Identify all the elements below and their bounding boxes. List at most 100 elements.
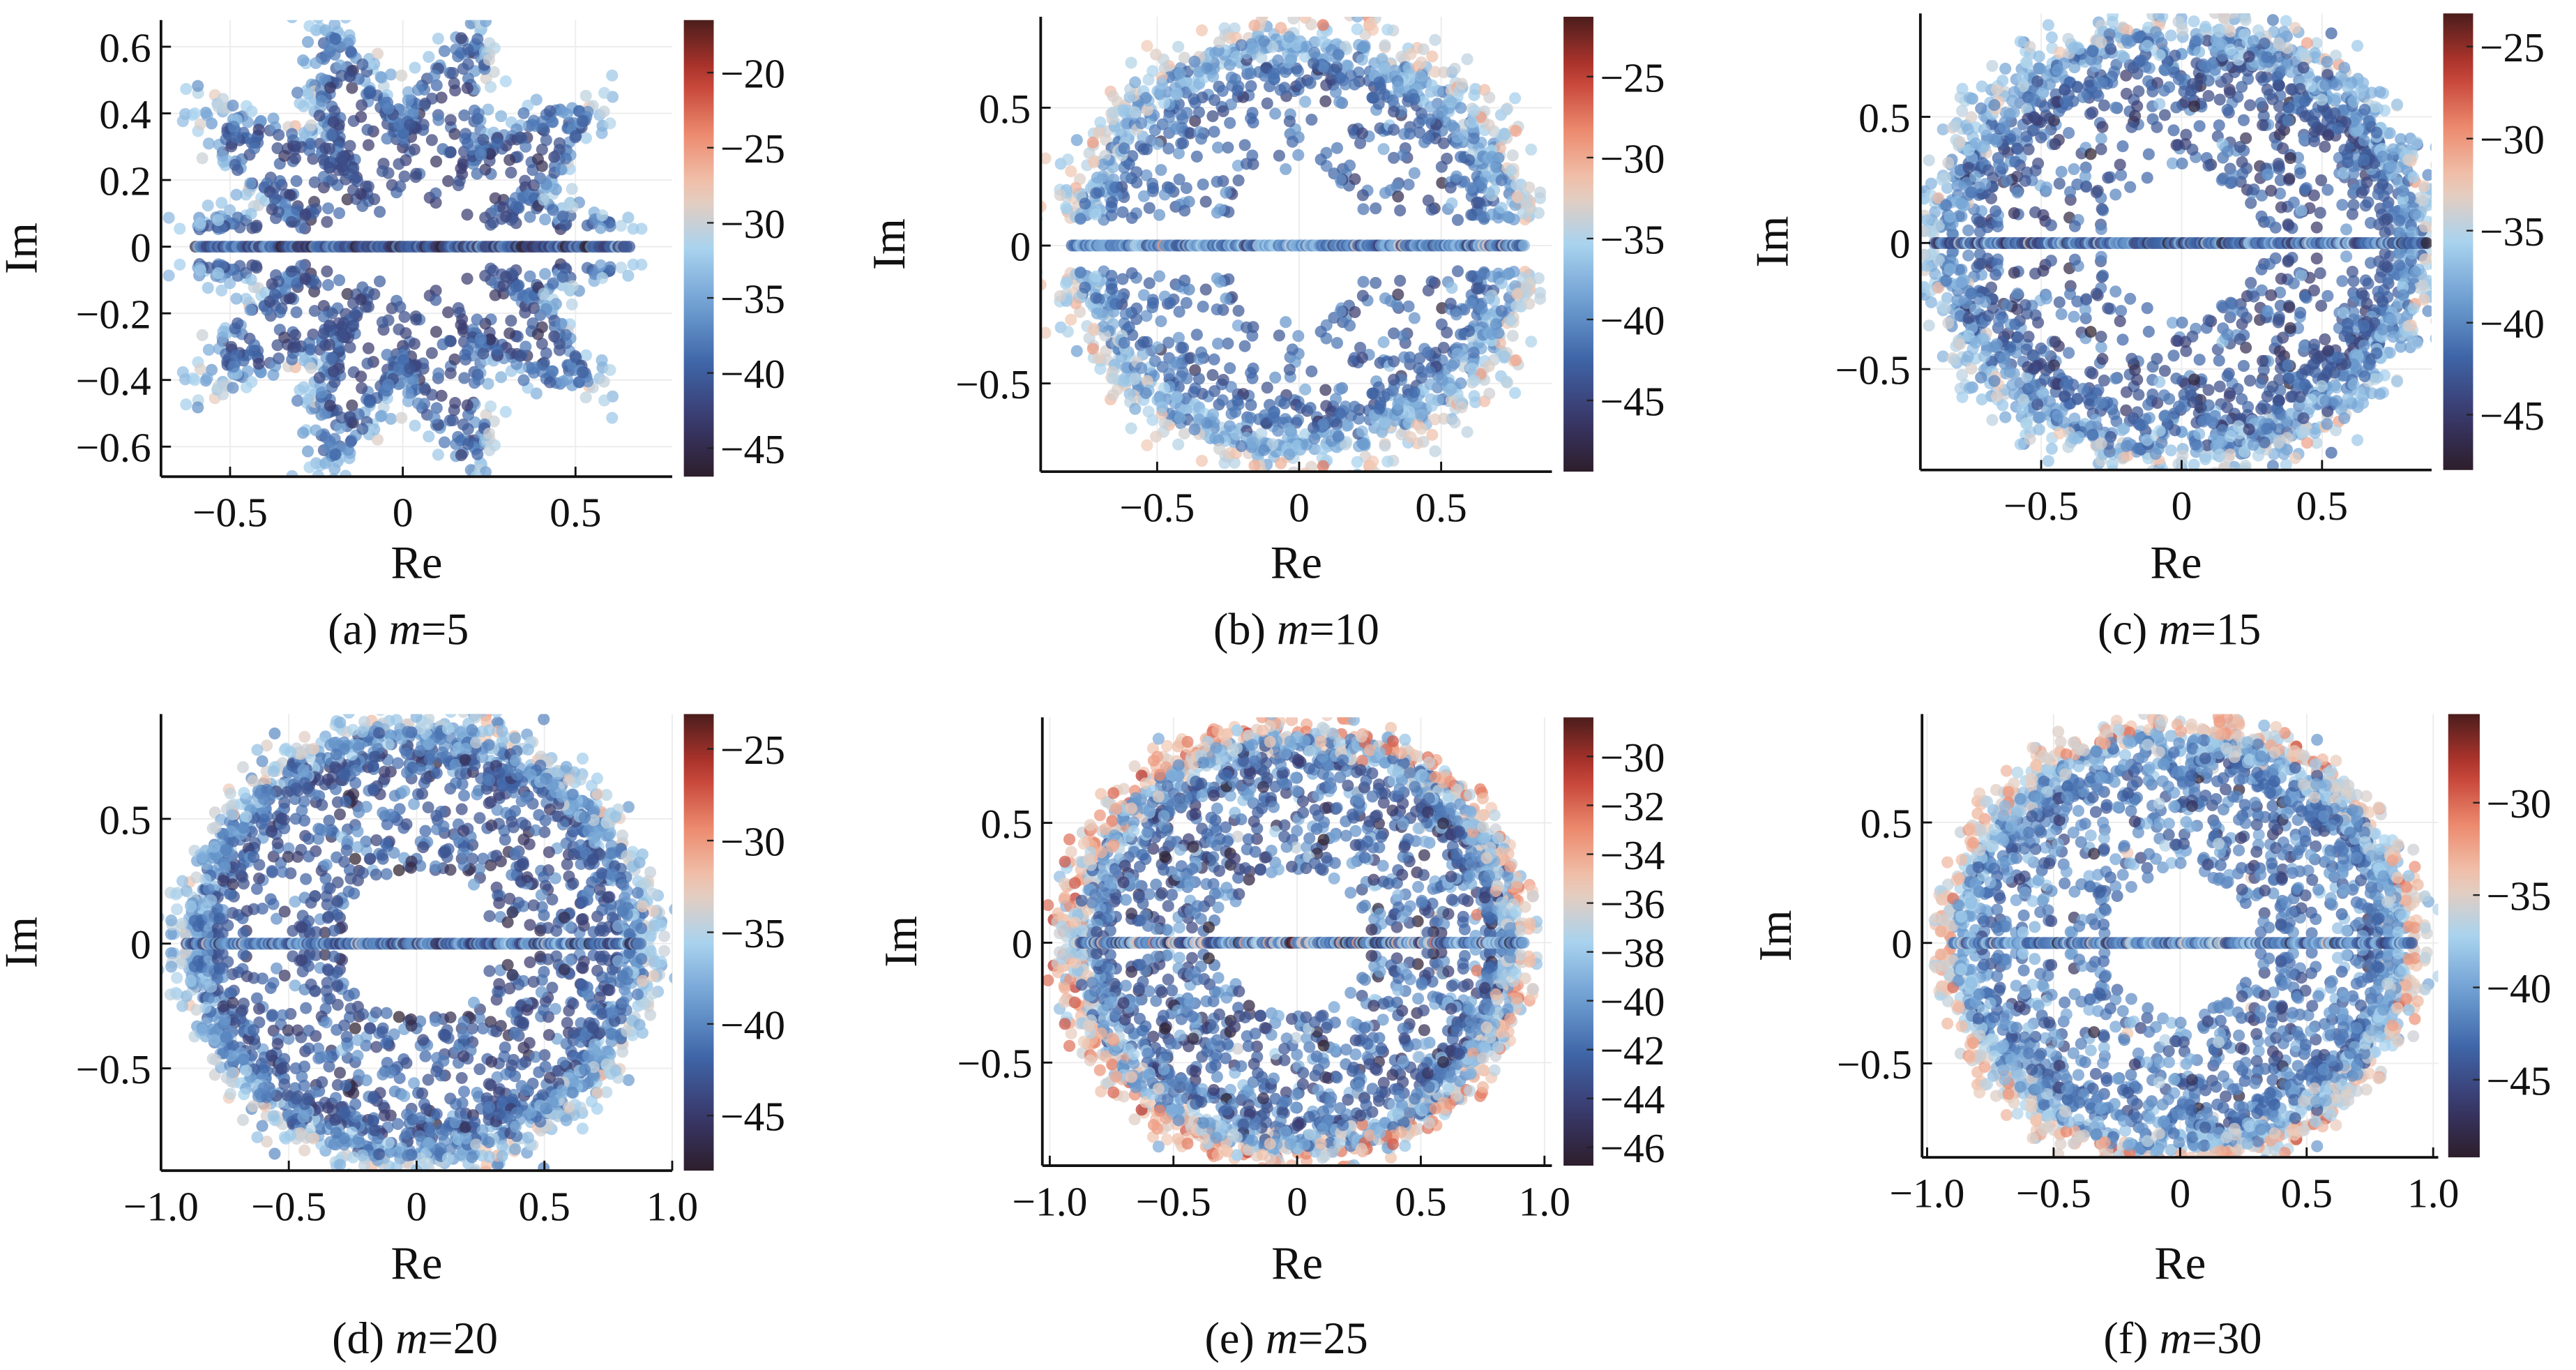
data-point xyxy=(485,262,497,275)
colorbar-tick-label: −45 xyxy=(1600,378,1665,424)
data-point xyxy=(1466,363,1478,375)
data-point xyxy=(2011,186,2024,199)
data-point xyxy=(1429,33,1441,46)
data-point xyxy=(1164,296,1176,309)
data-point xyxy=(1342,419,1354,432)
data-point xyxy=(555,317,568,330)
data-point xyxy=(312,20,324,24)
data-point xyxy=(596,209,609,222)
data-point xyxy=(577,115,589,128)
data-point xyxy=(2090,186,2103,199)
data-point xyxy=(267,368,280,381)
data-point xyxy=(225,140,238,153)
data-point xyxy=(548,330,561,342)
data-point xyxy=(1143,277,1156,289)
data-point xyxy=(461,273,473,285)
data-point xyxy=(1061,203,1073,216)
data-point xyxy=(310,424,322,437)
data-point xyxy=(2141,302,2153,315)
data-point xyxy=(1141,375,1153,387)
data-point xyxy=(323,338,335,351)
data-point xyxy=(520,340,532,353)
data-point xyxy=(336,151,349,163)
data-point xyxy=(1446,282,1458,294)
data-point xyxy=(1211,176,1223,188)
data-point xyxy=(2221,370,2234,382)
data-point xyxy=(347,161,360,174)
data-point xyxy=(2097,204,2109,217)
data-point xyxy=(2294,306,2307,319)
data-point xyxy=(2282,255,2294,268)
data-point xyxy=(563,283,576,296)
data-point xyxy=(2063,347,2075,359)
data-point xyxy=(1304,402,1317,414)
data-point xyxy=(1506,329,1519,342)
data-point xyxy=(321,216,333,228)
data-point xyxy=(1388,373,1400,386)
colorbar-tick-label: −25 xyxy=(1600,54,1665,100)
data-point xyxy=(1188,386,1200,398)
data-point xyxy=(1486,208,1499,221)
data-point xyxy=(2120,386,2133,398)
data-point xyxy=(547,277,559,289)
data-point xyxy=(317,153,330,166)
data-point xyxy=(2361,176,2373,189)
data-point xyxy=(1501,268,1514,280)
data-point xyxy=(1437,412,1450,425)
data-point xyxy=(452,430,464,443)
data-point xyxy=(531,153,544,165)
data-point xyxy=(1344,69,1357,82)
data-point xyxy=(499,271,513,283)
data-point xyxy=(1283,115,1296,128)
data-point xyxy=(1089,270,1102,283)
data-point xyxy=(1246,149,1259,162)
data-point xyxy=(361,357,374,370)
data-point xyxy=(527,366,540,379)
data-point xyxy=(1155,164,1167,176)
data-point xyxy=(1424,378,1437,391)
data-point xyxy=(2430,334,2432,343)
data-point xyxy=(1266,438,1279,451)
data-point xyxy=(1305,460,1317,472)
data-point xyxy=(482,103,494,116)
data-point xyxy=(1379,186,1392,200)
data-point xyxy=(1320,79,1333,91)
data-point xyxy=(1273,329,1285,342)
data-point xyxy=(2008,266,2020,279)
data-point xyxy=(2142,325,2155,338)
data-point xyxy=(2120,404,2132,416)
data-point xyxy=(1172,331,1185,344)
data-point xyxy=(2261,168,2274,181)
data-point xyxy=(1343,319,1356,332)
data-point xyxy=(229,158,241,171)
data-point xyxy=(1483,292,1496,304)
data-point xyxy=(1255,52,1268,64)
data-point xyxy=(283,292,296,305)
data-point xyxy=(1351,16,1364,23)
data-point xyxy=(2337,307,2350,319)
data-point xyxy=(1379,439,1391,452)
data-point xyxy=(1149,355,1161,368)
data-point xyxy=(1139,91,1152,104)
data-point xyxy=(1509,386,1522,399)
data-point xyxy=(395,69,408,82)
data-point xyxy=(194,118,206,130)
data-point xyxy=(2193,120,2206,133)
data-point xyxy=(1188,55,1201,68)
data-point xyxy=(594,259,607,271)
data-point xyxy=(409,310,422,323)
data-point xyxy=(1180,182,1192,195)
data-point xyxy=(1040,200,1047,213)
x-tick-label: 0 xyxy=(1289,485,1310,531)
data-point xyxy=(556,271,569,283)
data-point xyxy=(356,200,369,212)
data-point xyxy=(2146,388,2159,401)
data-point xyxy=(1334,173,1347,186)
data-point xyxy=(370,89,384,102)
data-point xyxy=(435,389,448,402)
data-point xyxy=(1461,426,1473,438)
data-point xyxy=(2109,372,2122,385)
data-point xyxy=(2079,161,2092,174)
data-point xyxy=(527,114,540,127)
